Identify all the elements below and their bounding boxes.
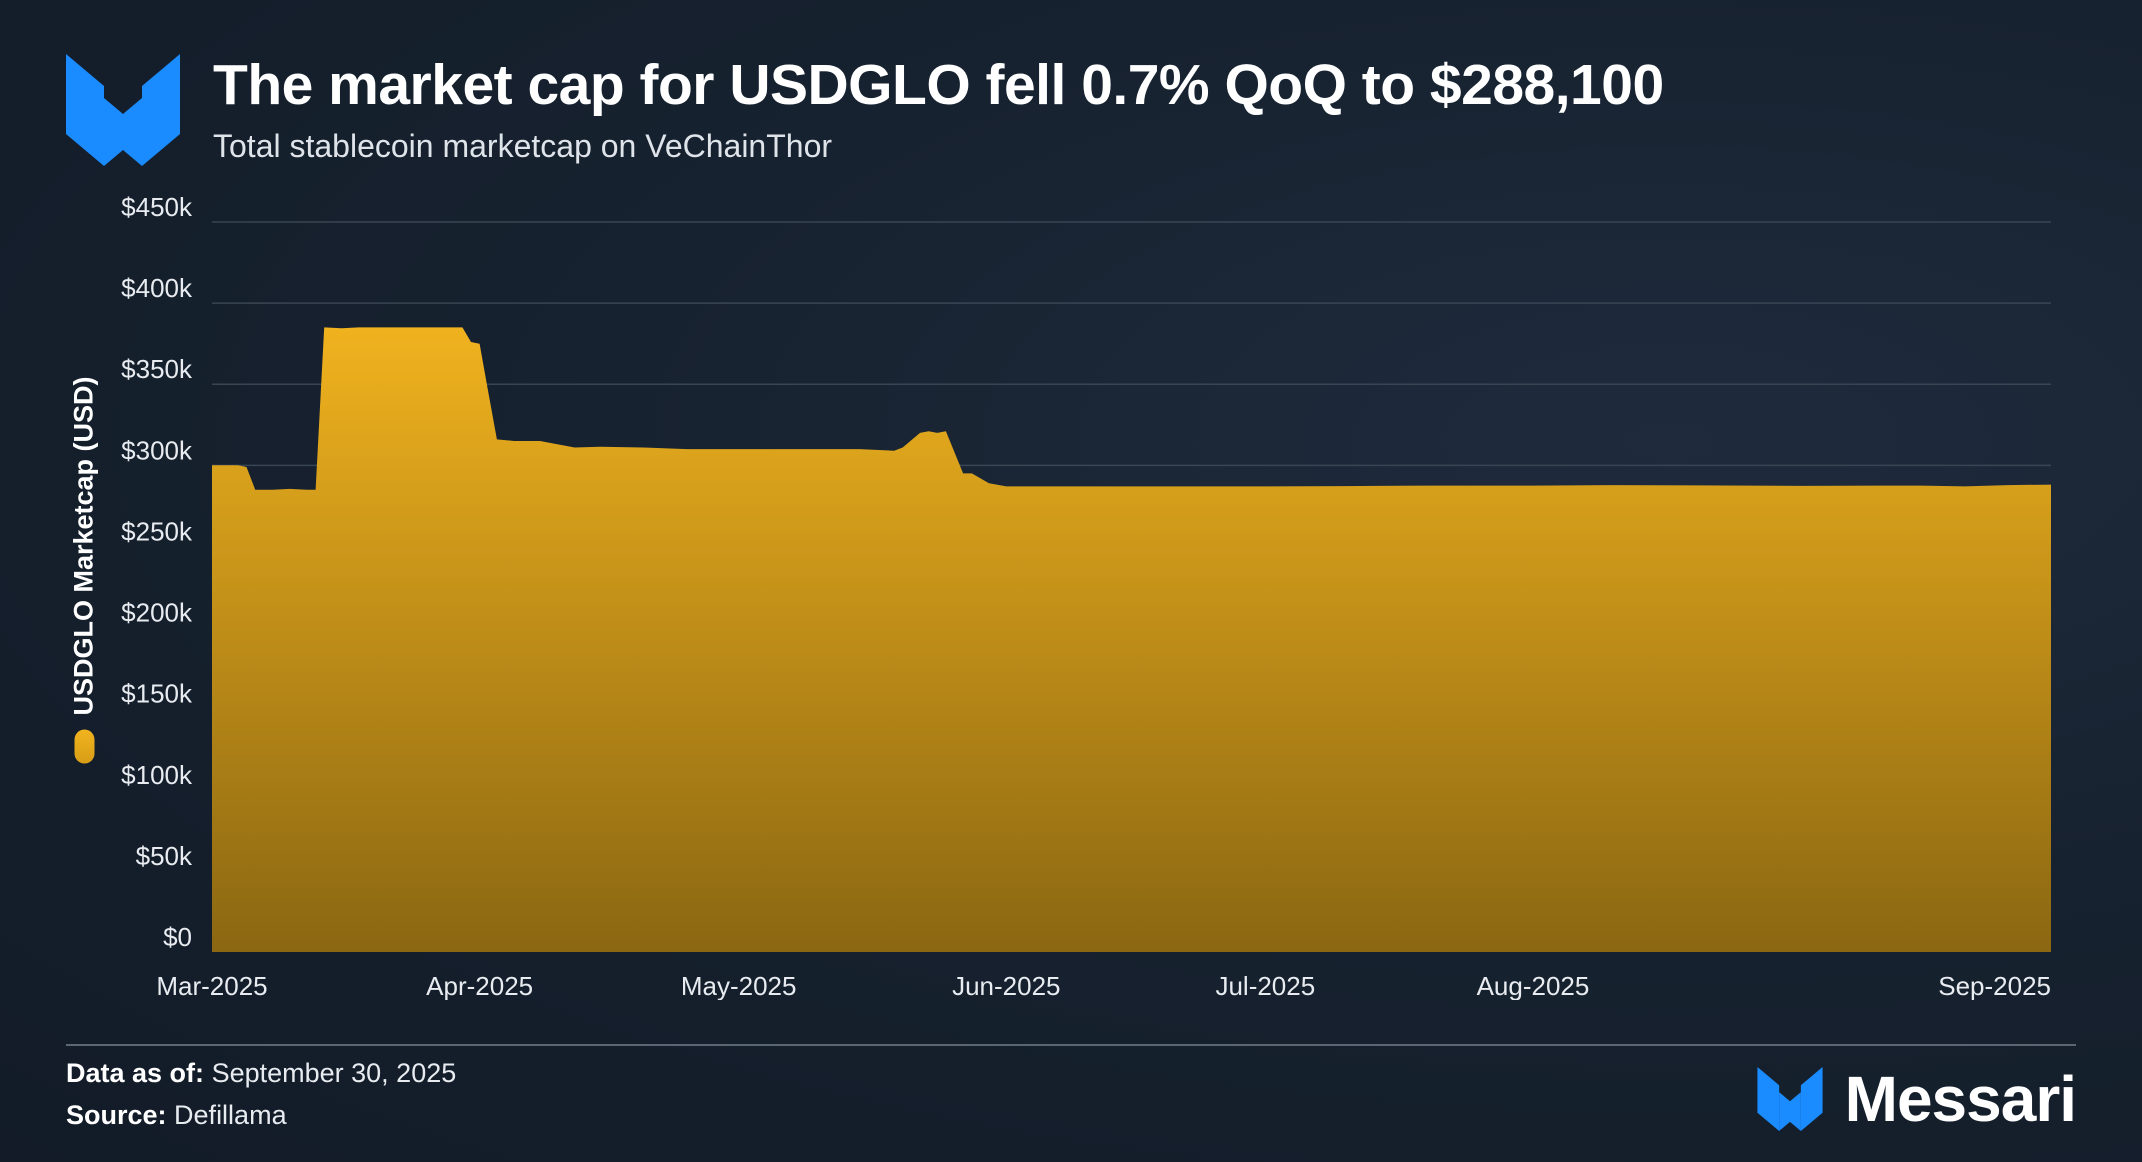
data-as-of: Data as of: September 30, 2025 (66, 1058, 456, 1089)
y-axis-label: USDGLO Marketcap (USD) (68, 376, 100, 764)
y-tick-label: $400k (121, 273, 193, 303)
brand-name: Messari (1844, 1063, 2077, 1135)
area-chart: $0 $50k $100k $150k $200k $250k $300k $350k $400… (121, 192, 2051, 1000)
x-tick-label: Mar-2025 (156, 971, 267, 1000)
source: Source: Defillama (66, 1100, 287, 1131)
y-axis: $0 $50k $100k $150k $200k $250k $300k $350k $400… (121, 192, 193, 952)
x-tick-label: Jun-2025 (952, 971, 1060, 1000)
x-tick-label: Aug-2025 (1477, 971, 1590, 1000)
x-tick-label: Apr-2025 (426, 971, 533, 1000)
x-tick-label: May-2025 (681, 971, 797, 1000)
source-label: Source: (66, 1100, 167, 1130)
data-as-of-label: Data as of: (66, 1058, 205, 1088)
messari-logo-icon (66, 54, 180, 166)
messari-brand-icon (1757, 1067, 1823, 1131)
x-axis: Mar-2025 Apr-2025 May-2025 Jun-2025 Jul-2025… (156, 971, 2051, 1000)
footer-divider (66, 1044, 2076, 1046)
y-tick-label: $0 (163, 922, 192, 952)
y-axis-label-text: USDGLO Marketcap (USD) (68, 376, 99, 716)
y-tick-label: $150k (121, 679, 193, 709)
y-tick-label: $450k (121, 192, 193, 222)
series-area-usdglo (212, 327, 2051, 952)
y-tick-label: $50k (136, 841, 193, 871)
y-tick-label: $200k (121, 598, 193, 628)
y-tick-label: $250k (121, 516, 193, 546)
source-value: Defillama (174, 1100, 287, 1130)
page-subtitle: Total stablecoin marketcap on VeChainTho… (213, 128, 833, 164)
y-tick-label: $100k (121, 760, 193, 790)
brand-mark: Messari (1757, 1062, 2077, 1136)
page-title: The market cap for USDGLO fell 0.7% QoQ … (213, 53, 1664, 117)
x-tick-label: Sep-2025 (1938, 971, 2051, 1000)
data-as-of-value: September 30, 2025 (211, 1058, 457, 1088)
y-tick-label: $300k (121, 435, 193, 465)
x-tick-label: Jul-2025 (1215, 971, 1315, 1000)
legend-swatch (74, 729, 94, 764)
y-tick-label: $350k (121, 354, 193, 384)
